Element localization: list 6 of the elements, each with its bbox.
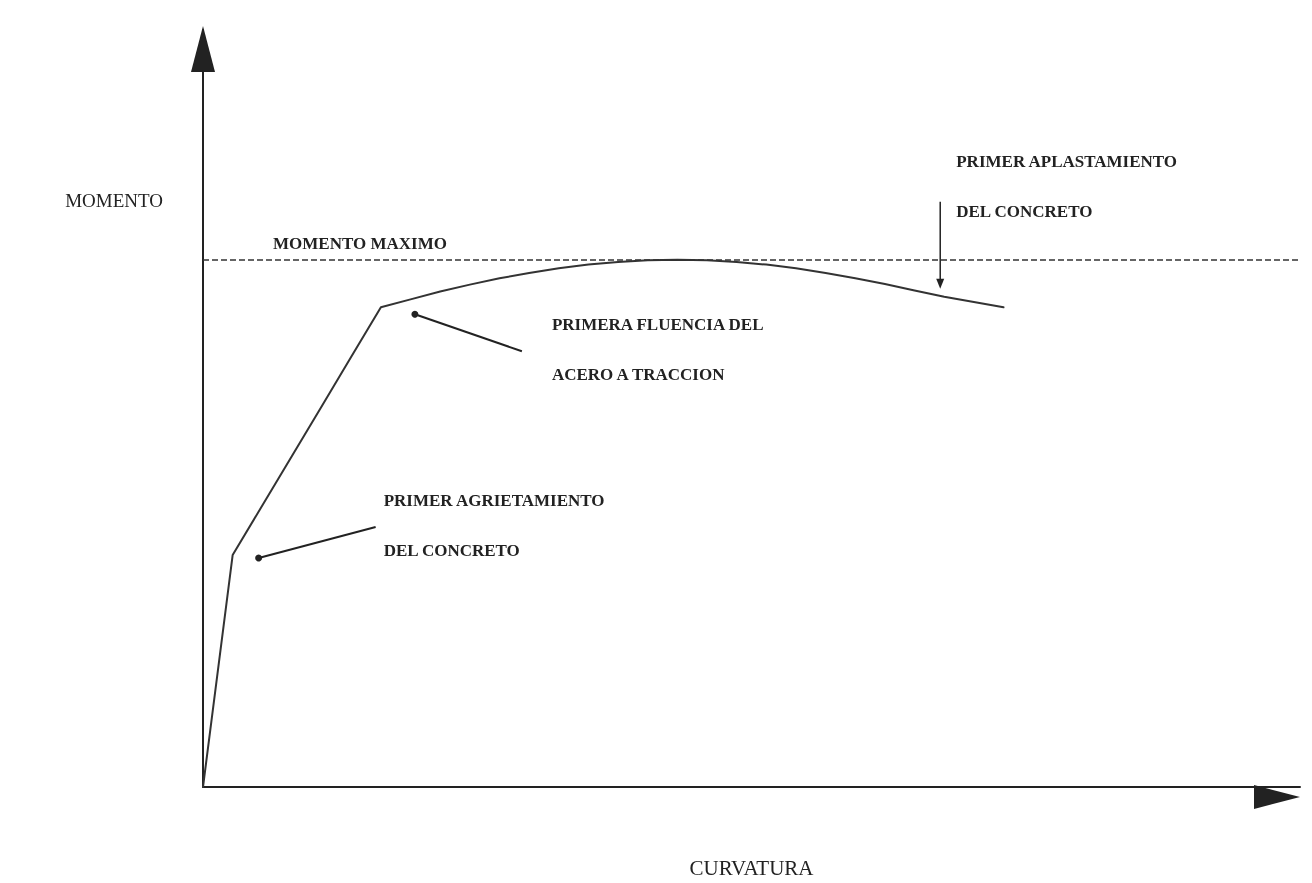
- ref-line-label: MOMENTO MAXIMO: [273, 233, 447, 253]
- text: PRIMER AGRIETAMIENTO DEL CONCRETO: [383, 490, 605, 560]
- x-axis-title: CURVATURA: [689, 855, 815, 880]
- y-axis-title: MOMENTO: [65, 190, 163, 211]
- text: PRIMER APLASTAMIENTO DEL CONCRETO: [956, 152, 1178, 222]
- text: PRIMERA FLUENCIA DEL ACERO A TRACCION: [551, 314, 764, 384]
